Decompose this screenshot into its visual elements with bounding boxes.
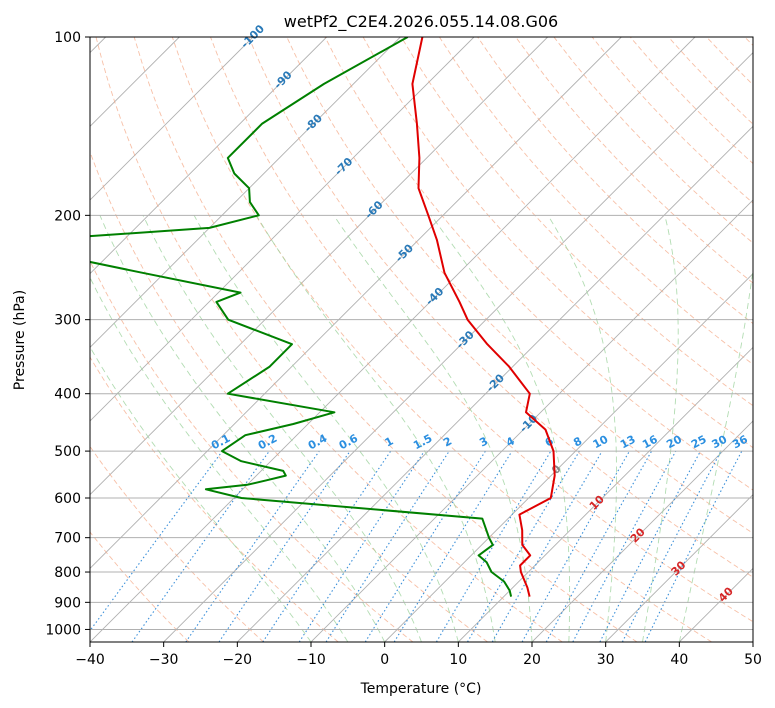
mixing-ratio-label: 36 bbox=[730, 433, 750, 452]
mixing-ratio-line bbox=[298, 450, 425, 642]
mixing-ratio-label: 25 bbox=[689, 433, 709, 452]
dry-adiabat bbox=[90, 531, 190, 642]
mixing-ratio-label: 13 bbox=[618, 433, 638, 452]
y-tick-label: 200 bbox=[54, 208, 81, 224]
mixing-ratio-line bbox=[393, 450, 513, 642]
x-tick-label: −30 bbox=[149, 652, 179, 668]
y-tick-label: 100 bbox=[54, 30, 81, 46]
isotherm-line bbox=[605, 494, 753, 642]
mixing-ratio-line bbox=[262, 450, 392, 642]
moist-adiabat bbox=[678, 266, 753, 642]
dry-adiabat bbox=[400, 37, 753, 407]
x-axis-title: Temperature (°C) bbox=[360, 681, 482, 697]
temperature-profile bbox=[411, 37, 556, 597]
mixing-ratio-label: 16 bbox=[640, 433, 660, 452]
y-axis-title: Pressure (hPa) bbox=[12, 290, 28, 390]
moist-adiabat bbox=[547, 215, 617, 642]
isotherm-line bbox=[90, 37, 696, 642]
profiles bbox=[90, 37, 556, 597]
plot-frame bbox=[89, 36, 754, 643]
isotherm-line bbox=[237, 125, 753, 642]
isotherm-line bbox=[90, 37, 548, 496]
mixing-ratio-line bbox=[521, 450, 630, 642]
moist-adiabat bbox=[99, 215, 386, 642]
x-tick-label: 20 bbox=[523, 652, 541, 668]
dry-adiabat bbox=[439, 37, 753, 365]
mixing-ratio-label: 20 bbox=[664, 432, 684, 451]
y-tick-label: 900 bbox=[54, 595, 81, 611]
dewpoint-profile bbox=[90, 37, 513, 597]
isotherm-line bbox=[90, 37, 401, 348]
x-tick-label: 30 bbox=[597, 652, 615, 668]
moist-adiabat bbox=[642, 215, 679, 642]
y-tick-label: 700 bbox=[54, 531, 81, 547]
background-lines bbox=[90, 37, 753, 642]
isotherm-line bbox=[384, 273, 753, 642]
mixing-ratio-label: 10 bbox=[591, 432, 611, 451]
moist-adiabat bbox=[90, 345, 312, 642]
isotherm-line bbox=[163, 52, 753, 642]
dry-adiabat bbox=[90, 356, 339, 642]
mixing-ratio-line bbox=[325, 450, 450, 642]
y-tick-label: 500 bbox=[54, 444, 81, 460]
y-tick-label: 800 bbox=[54, 565, 81, 581]
mixing-ratio-label: 30 bbox=[710, 433, 730, 452]
x-tick-label: 50 bbox=[744, 652, 762, 668]
y-axis: 100 200 300 400 500 600 700 800 900 1000 bbox=[45, 30, 90, 638]
dry-adiabat bbox=[171, 37, 712, 642]
x-tick-label: −10 bbox=[296, 652, 326, 668]
dry-adiabat bbox=[133, 37, 638, 642]
isotherm-line bbox=[458, 346, 753, 642]
y-tick-label: 1000 bbox=[45, 622, 81, 638]
x-tick-label: 10 bbox=[449, 652, 467, 668]
dry-adiabat bbox=[324, 37, 753, 491]
dry-adiabat bbox=[248, 37, 753, 578]
dry-adiabat bbox=[95, 37, 563, 642]
isotherm-line bbox=[531, 420, 753, 642]
dry-adiabat bbox=[90, 150, 488, 642]
x-tick-label: −20 bbox=[223, 652, 253, 668]
chart-title: wetPf2_C2E4.2026.055.14.08.G06 bbox=[284, 12, 558, 32]
isotherm-line bbox=[90, 37, 254, 201]
mixing-ratio-line bbox=[90, 450, 223, 632]
x-tick-label: 40 bbox=[670, 652, 688, 668]
mixing-ratio-line bbox=[644, 450, 743, 642]
mixing-ratio-line bbox=[218, 450, 351, 642]
dry-adiabat bbox=[210, 37, 753, 623]
dry-adiabat bbox=[515, 37, 753, 284]
dry-adiabat bbox=[90, 445, 264, 642]
moist-adiabat bbox=[430, 215, 571, 642]
mixing-ratio-line bbox=[572, 450, 677, 642]
mixing-ratio-line bbox=[185, 450, 320, 642]
moist-adiabat bbox=[333, 215, 533, 642]
isotherm-line bbox=[90, 37, 327, 275]
y-tick-label: 600 bbox=[54, 491, 81, 507]
x-tick-label: 0 bbox=[380, 652, 389, 668]
y-tick-label: 300 bbox=[54, 313, 81, 329]
x-tick-label: −40 bbox=[75, 652, 105, 668]
x-axis: −40 −30 −20 −10 0 10 20 30 40 50 bbox=[75, 642, 762, 668]
pressure-grid bbox=[90, 37, 753, 630]
y-tick-label: 400 bbox=[54, 387, 81, 403]
isotherm-line bbox=[90, 37, 622, 569]
moist-adiabat bbox=[142, 215, 422, 642]
dry-adiabat bbox=[90, 259, 414, 642]
mixing-ratio-line bbox=[131, 450, 270, 642]
mixing-ratio-line bbox=[545, 450, 653, 642]
isotherm-line bbox=[90, 37, 475, 422]
